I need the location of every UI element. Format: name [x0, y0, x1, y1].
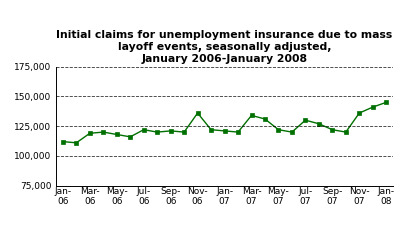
- Title: Initial claims for unemployment insurance due to mass
layoff events, seasonally : Initial claims for unemployment insuranc…: [57, 30, 393, 64]
